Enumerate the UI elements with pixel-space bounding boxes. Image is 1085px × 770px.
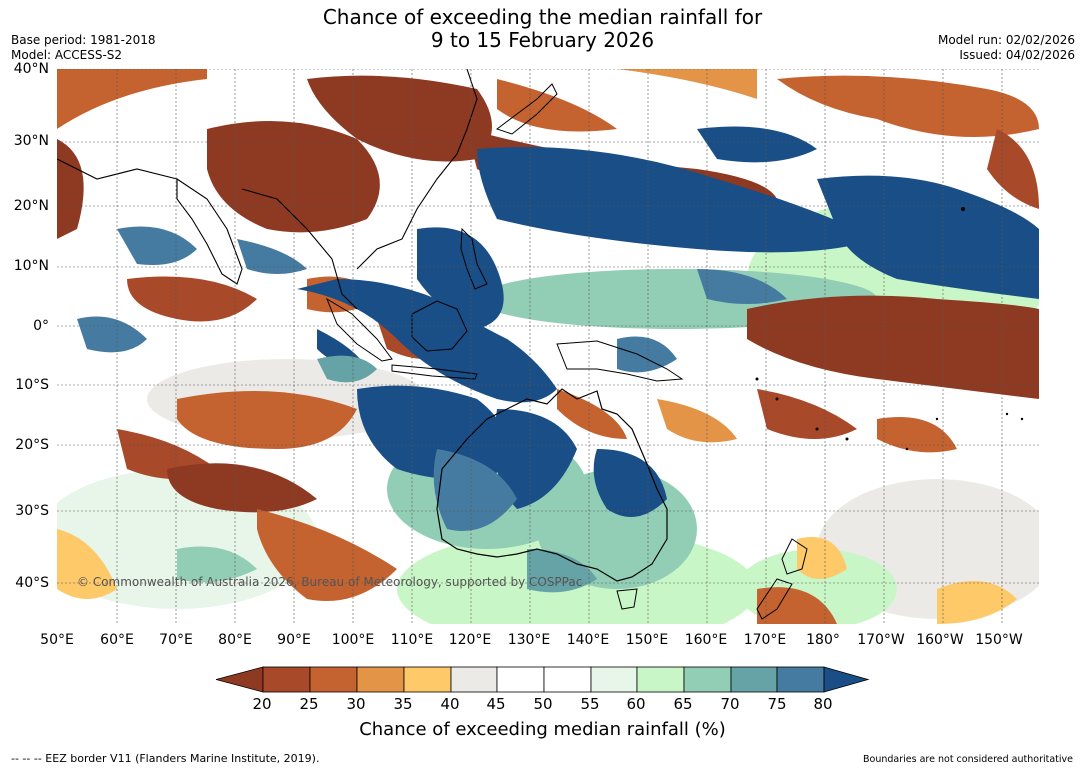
lat-label-10n: 10°N [13,258,49,274]
colorbar-swatch [309,666,358,693]
colorbar-tick: 75 [767,695,787,713]
lat-label-30n: 30°N [13,133,49,149]
colorbar-swatch [450,666,498,693]
lon-label-120e: 120°E [448,632,492,648]
philippines-coastline [460,227,488,290]
lon-label-80e: 80°E [218,632,252,648]
lat-label-20s: 20°S [15,437,49,453]
lat-label-0: 0° [33,318,49,334]
lon-label-180: 180° [806,632,840,648]
lon-label-170w: 170°W [857,632,905,648]
rainfall-map: © Commonwealth of Australia 2026, Bureau… [57,69,1039,624]
lat-label-20n: 20°N [13,198,49,214]
colorbar-tick: 50 [533,695,553,713]
eez-footnote: -- -- -- EEZ border V11 (Flanders Marine… [11,752,320,765]
model-name: Model: ACCESS-S2 [11,48,123,62]
lon-label-130e: 130°E [507,632,551,648]
graticule [57,69,1039,624]
lon-label-70e: 70°E [159,632,193,648]
boundaries-disclaimer: Boundaries are not considered authoritat… [863,754,1073,765]
colorbar-tick: 20 [252,695,272,713]
colorbar-swatch [636,666,685,693]
australia-coastline [436,388,668,582]
india-coastline [176,177,243,285]
lat-label-10s: 10°S [15,377,49,393]
japan-coastline [495,83,558,135]
lon-label-110e: 110°E [390,632,434,648]
colorbar-tick: 25 [299,695,319,713]
colorbar-tick: 40 [440,695,460,713]
lon-label-50e: 50°E [40,632,74,648]
colorbar-swatch [262,666,311,693]
title-line-1: Chance of exceeding the median rainfall … [322,5,763,29]
colorbar-swatch [543,666,592,693]
lon-label-170e: 170°E [743,632,787,648]
lon-label-160w: 160°W [916,632,964,648]
issued-date: Issued: 04/02/2026 [959,48,1075,62]
colorbar-high-arrow [823,666,870,693]
colorbar-swatch [590,666,638,693]
copyright-notice: © Commonwealth of Australia 2026, Bureau… [77,575,582,589]
colorbar-tick: 30 [346,695,366,713]
colorbar-tick: 35 [393,695,413,713]
colorbar-low-arrow [216,666,264,693]
colorbar-title: Chance of exceeding median rainfall (%) [359,719,726,740]
probability-field [57,69,1039,624]
colorbar-tick: 45 [486,695,506,713]
lon-label-60e: 60°E [100,632,134,648]
java-coastline [391,364,478,380]
colorbar [216,666,870,693]
colorbar-tick: 65 [673,695,693,713]
colorbar-tick: 70 [720,695,740,713]
lat-label-30s: 30°S [15,503,49,519]
lon-label-100e: 100°E [331,632,375,648]
map-canvas: © Commonwealth of Australia 2026, Bureau… [57,69,1039,624]
lat-label-40s: 40°S [15,575,49,591]
lon-label-140e: 140°E [566,632,610,648]
pacific-islands [755,207,1024,451]
colorbar-tick: 60 [626,695,646,713]
lon-label-150e: 150°E [625,632,669,648]
title-line-2: 9 to 15 February 2026 [430,28,655,52]
colorbar-swatch [496,666,545,693]
sumatra-coastline [325,297,393,362]
colorbar-swatch [356,666,405,693]
colorbar-swatch [776,666,825,693]
colorbar-tick: 80 [813,695,833,713]
colorbar-swatch [730,666,778,693]
colorbar-tick: 55 [580,695,600,713]
lon-label-150w: 150°W [975,632,1023,648]
lon-label-90e: 90°E [277,632,311,648]
tasmania-coastline [616,588,638,610]
base-period: Base period: 1981-2018 [11,33,156,47]
borneo-coastline [411,300,468,352]
new-guinea-coastline [556,340,684,382]
lat-label-40n: 40°N [13,61,49,77]
model-run: Model run: 02/02/2026 [937,33,1075,47]
lon-label-160e: 160°E [684,632,728,648]
colorbar-swatch [683,666,732,693]
colorbar-swatch [403,666,452,693]
